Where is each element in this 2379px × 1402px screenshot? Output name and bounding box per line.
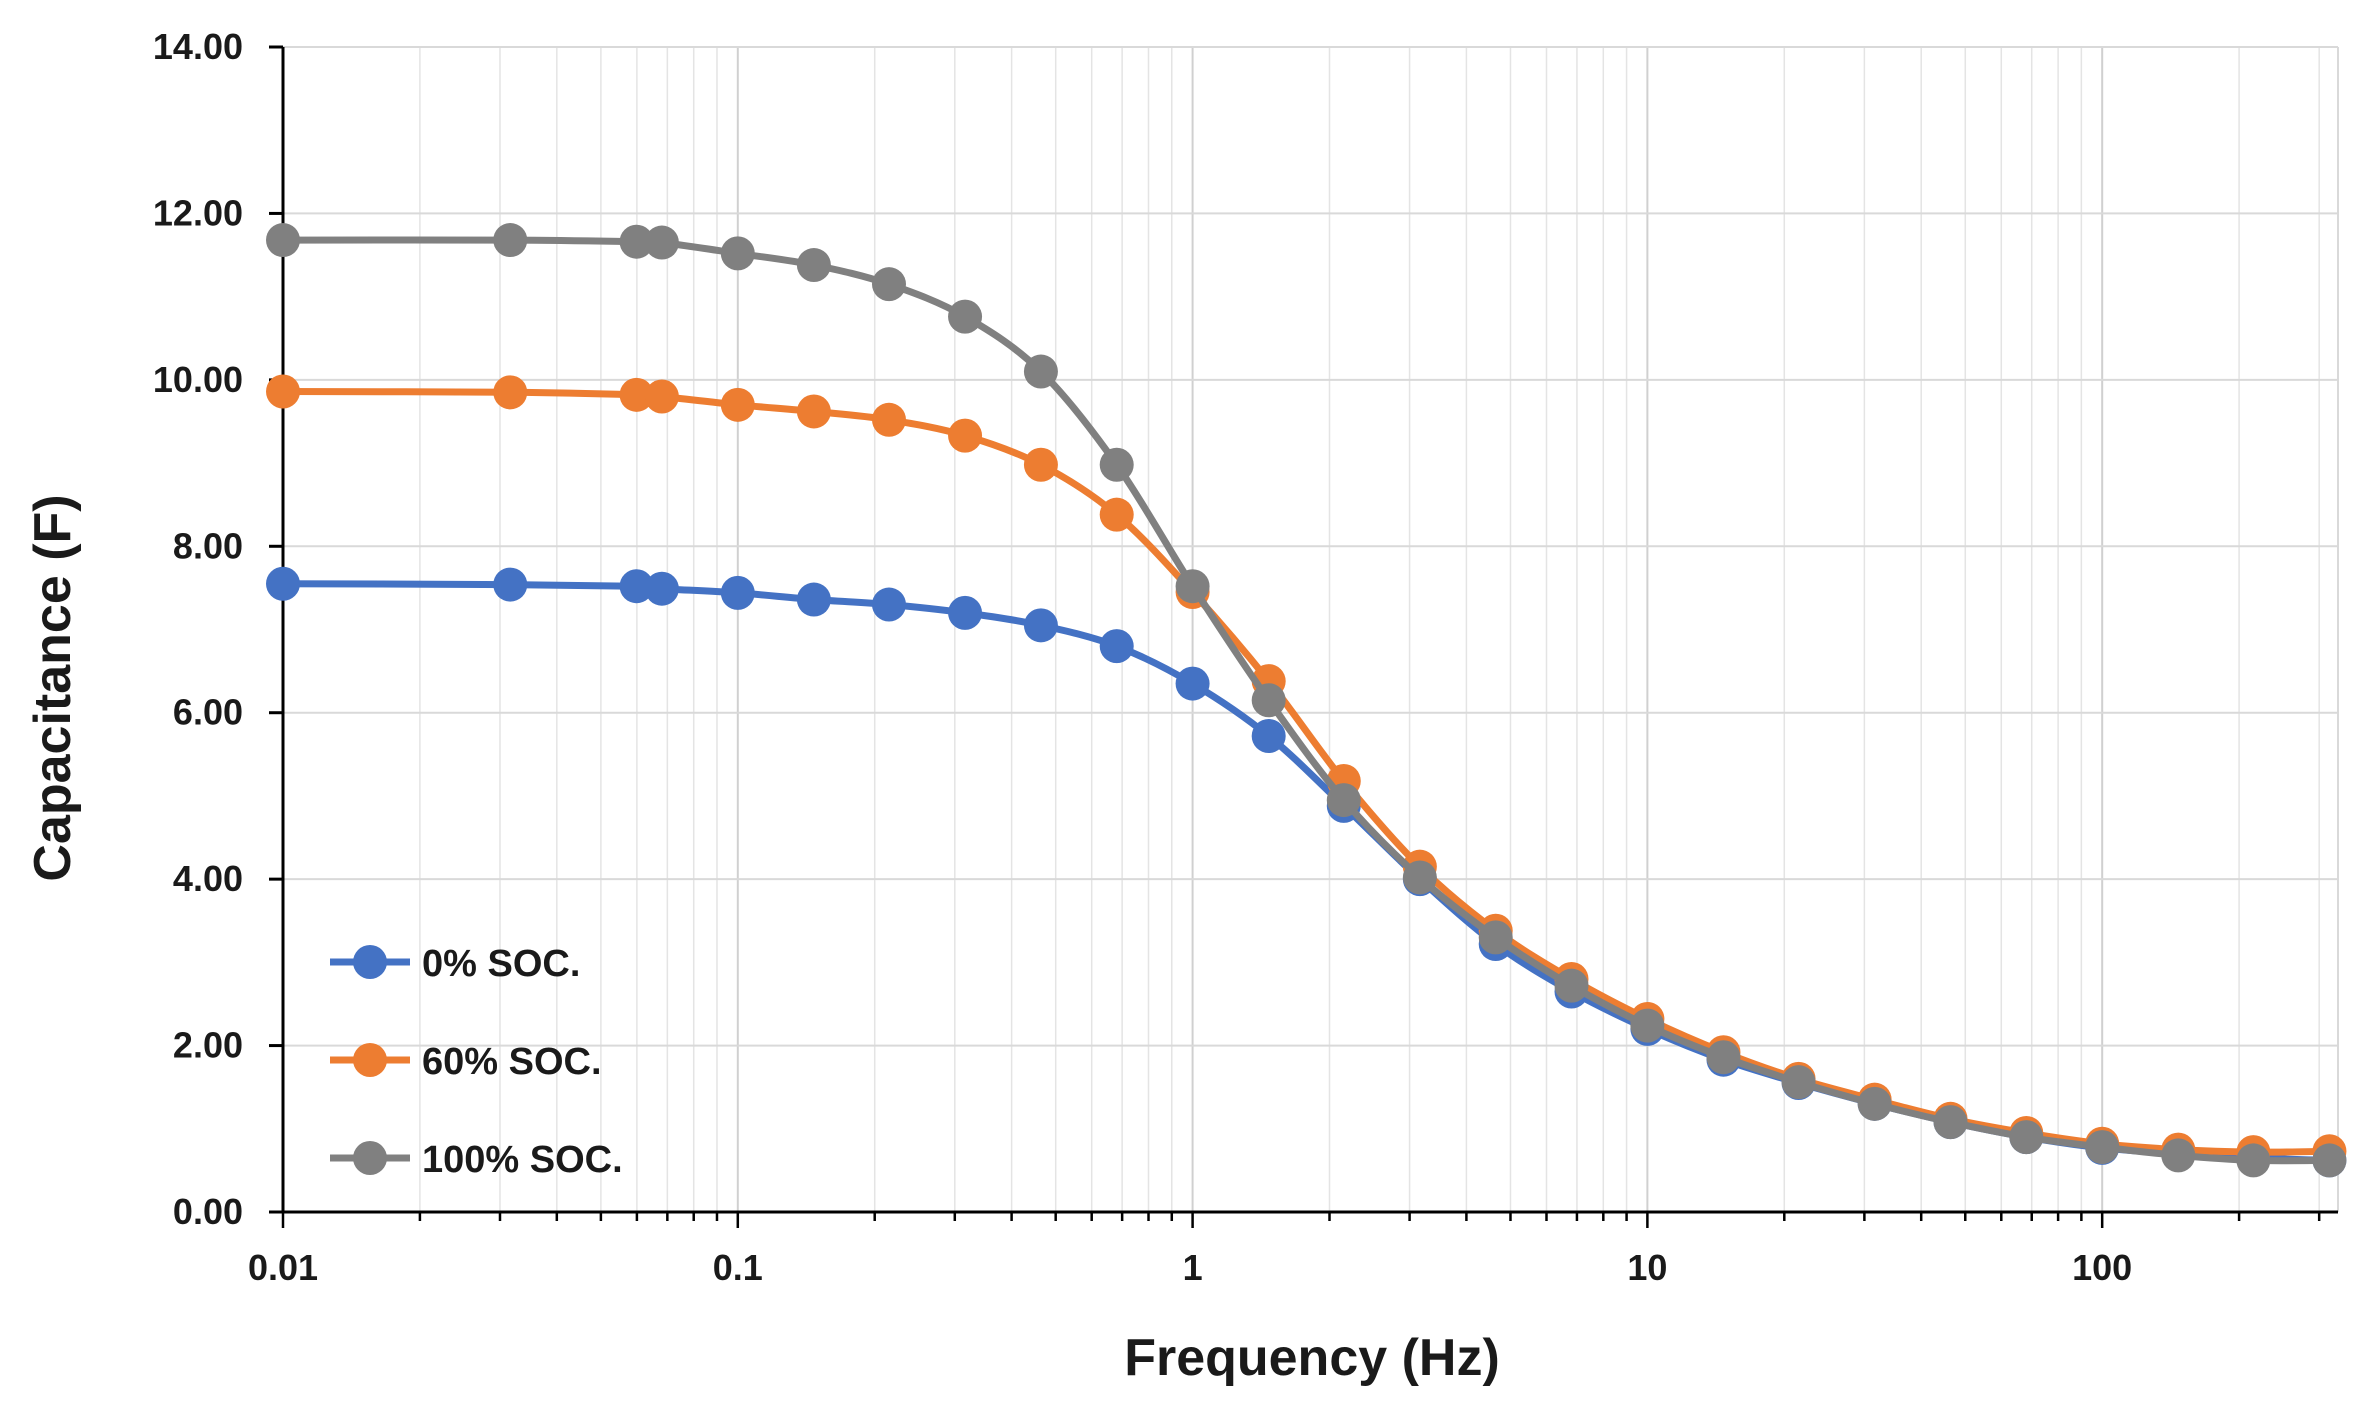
data-point: [1478, 920, 1513, 955]
data-point: [1175, 569, 1210, 604]
grid: [282, 46, 2339, 1213]
legend-label: 100% SOC.: [422, 1139, 623, 1181]
data-point: [796, 394, 831, 429]
data-point: [1099, 497, 1134, 532]
data-point: [1857, 1086, 1892, 1121]
data-point: [1099, 447, 1134, 482]
series-line: [282, 236, 2330, 1165]
data-point: [2085, 1130, 2120, 1165]
legend-swatch-marker: [353, 1141, 387, 1175]
data-point: [1326, 783, 1361, 818]
legend-swatch-marker: [353, 945, 387, 979]
y-tick-label: 0.00: [173, 1191, 243, 1232]
legend-item: 0% SOC.: [330, 943, 580, 985]
data-point: [266, 374, 300, 409]
data-point: [948, 418, 983, 453]
series-1: [266, 566, 2347, 1178]
series-3: [266, 223, 2347, 1178]
data-point: [493, 223, 528, 258]
data-point: [796, 248, 831, 283]
data-point: [1023, 354, 1058, 389]
legend-item: 100% SOC.: [330, 1139, 623, 1181]
data-point: [1023, 447, 1058, 482]
y-tick-label: 12.00: [153, 192, 243, 233]
axes: 0.00 2.00 4.00 6.00 8.00 10.00 12.00 14.00 0.01 0…: [153, 26, 2338, 1288]
data-point: [871, 587, 906, 622]
series-layer: [266, 223, 2347, 1178]
data-point: [720, 575, 755, 610]
legend: 0% SOC. 60% SOC. 100% SOC.: [330, 943, 623, 1181]
y-tick-label: 10.00: [153, 359, 243, 400]
data-point: [1933, 1105, 1968, 1140]
data-point: [948, 299, 983, 334]
x-tick-label: 1: [1183, 1247, 1203, 1288]
y-tick-label: 14.00: [153, 26, 243, 67]
data-point: [644, 379, 679, 414]
y-axis-title: Capacitance (F): [24, 494, 82, 881]
data-point: [1402, 860, 1437, 895]
data-point: [2236, 1143, 2271, 1178]
x-axis-title: Frequency (Hz): [1124, 1329, 1500, 1387]
data-point: [619, 224, 654, 259]
data-point: [871, 267, 906, 302]
data-point: [871, 402, 906, 437]
y-tick-label: 8.00: [173, 525, 243, 566]
legend-label: 0% SOC.: [422, 943, 580, 985]
data-point: [493, 567, 528, 602]
data-point: [493, 375, 528, 410]
data-point: [1554, 968, 1589, 1003]
data-point: [266, 566, 300, 601]
data-point: [644, 225, 679, 260]
data-point: [1251, 683, 1286, 718]
data-point: [1175, 666, 1210, 701]
data-point: [2161, 1138, 2196, 1173]
x-tick-label: 0.01: [248, 1247, 318, 1288]
data-point: [644, 571, 679, 606]
y-tick-label: 2.00: [173, 1025, 243, 1066]
data-point: [2009, 1120, 2044, 1155]
data-point: [1630, 1008, 1665, 1043]
data-point: [948, 595, 983, 630]
data-point: [266, 223, 300, 258]
legend-label: 60% SOC.: [422, 1041, 602, 1083]
data-point: [1099, 629, 1134, 664]
data-point: [1023, 608, 1058, 643]
data-point: [619, 377, 654, 412]
x-tick-label: 100: [2072, 1247, 2132, 1288]
data-point: [1251, 719, 1286, 754]
y-tick-label: 6.00: [173, 692, 243, 733]
y-tick-label: 4.00: [173, 858, 243, 899]
data-point: [720, 236, 755, 271]
data-point: [619, 569, 654, 604]
data-point: [1781, 1065, 1816, 1100]
legend-swatch-marker: [353, 1043, 387, 1077]
data-point: [796, 582, 831, 617]
data-point: [1706, 1040, 1741, 1075]
data-point: [720, 387, 755, 422]
x-tick-label: 0.1: [713, 1247, 763, 1288]
legend-item: 60% SOC.: [330, 1041, 602, 1083]
x-tick-label: 10: [1627, 1247, 1667, 1288]
data-point: [2312, 1143, 2347, 1178]
